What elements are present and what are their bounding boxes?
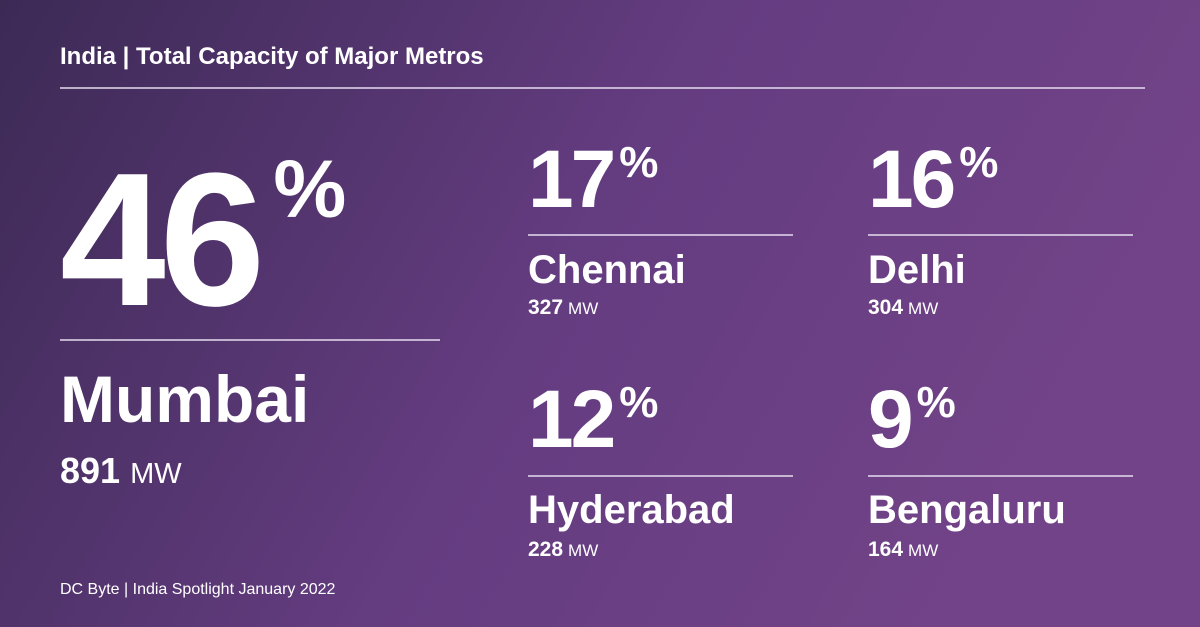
capacity-number: 164 bbox=[868, 538, 903, 561]
capacity-number: 891 bbox=[60, 450, 120, 491]
capacity: 304 MW bbox=[868, 296, 938, 319]
share-unit: % bbox=[619, 138, 658, 187]
capacity-unit: MW bbox=[568, 299, 598, 318]
share-number: 9 bbox=[868, 374, 911, 465]
share-number: 16 bbox=[868, 134, 954, 225]
capacity-unit: MW bbox=[568, 541, 598, 560]
capacity-number: 327 bbox=[528, 296, 563, 319]
share-unit: % bbox=[959, 138, 998, 187]
share-unit: % bbox=[273, 144, 346, 235]
capacity-unit: MW bbox=[908, 299, 938, 318]
share-number: 17 bbox=[528, 134, 613, 225]
share-value: 9% bbox=[868, 374, 956, 465]
city-name: Hyderabad bbox=[528, 488, 735, 532]
title: India | Total Capacity of Major Metros bbox=[60, 43, 484, 70]
share-value: 46% bbox=[60, 134, 346, 346]
city-name: Bengaluru bbox=[868, 488, 1066, 532]
capacity-number: 228 bbox=[528, 538, 563, 561]
capacity: 164 MW bbox=[868, 538, 938, 561]
share-number: 46 bbox=[60, 134, 259, 346]
share-value: 17% bbox=[528, 134, 658, 225]
city-name: Delhi bbox=[868, 248, 966, 292]
share-unit: % bbox=[619, 378, 658, 427]
capacity-unit: MW bbox=[130, 458, 182, 490]
share-value: 12% bbox=[528, 374, 658, 465]
capacity: 891 MW bbox=[60, 450, 182, 491]
capacity: 327 MW bbox=[528, 296, 598, 319]
city-name: Chennai bbox=[528, 248, 686, 292]
capacity-number: 304 bbox=[868, 296, 903, 319]
capacity-unit: MW bbox=[908, 541, 938, 560]
share-unit: % bbox=[917, 378, 956, 427]
share-value: 16% bbox=[868, 134, 998, 225]
city-name: Mumbai bbox=[60, 362, 309, 436]
share-number: 12 bbox=[528, 374, 614, 465]
footer: DC Byte | India Spotlight January 2022 bbox=[60, 581, 336, 598]
capacity: 228 MW bbox=[528, 538, 598, 561]
